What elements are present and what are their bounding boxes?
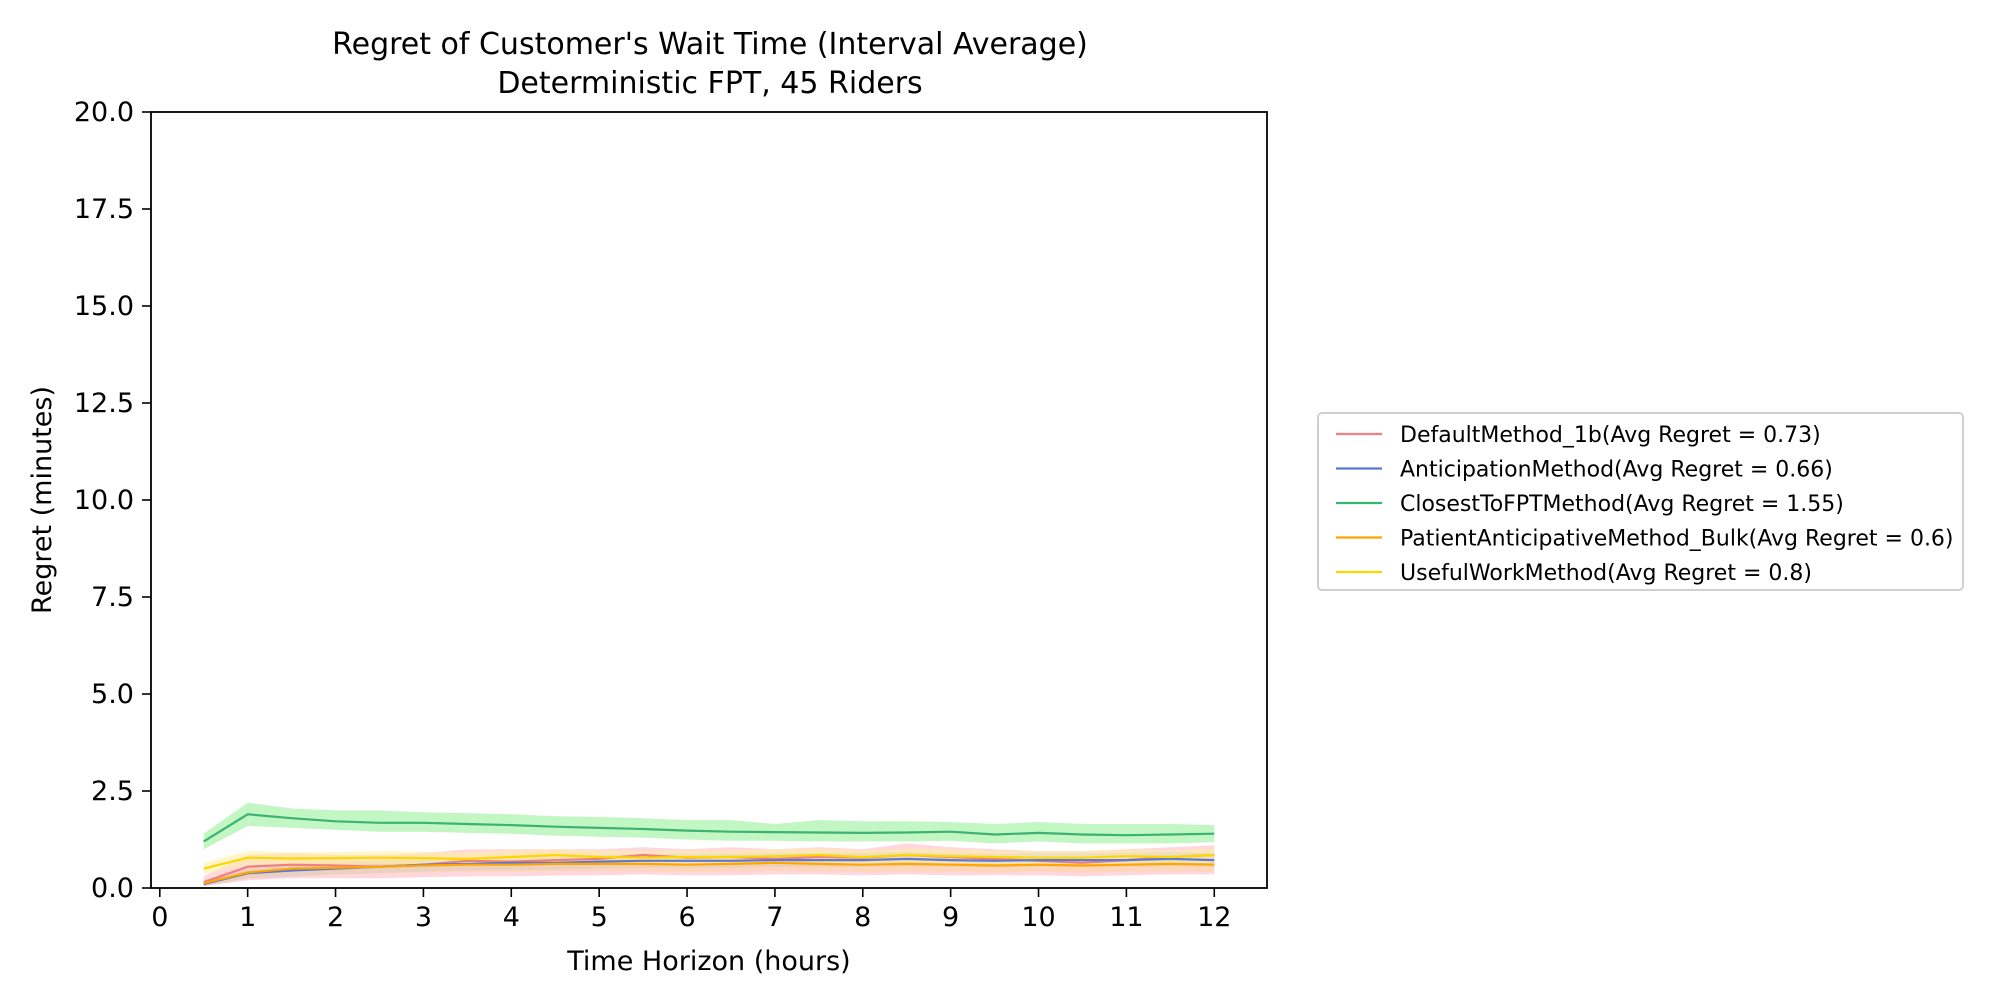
x-tick-label: 11 — [1109, 902, 1143, 933]
series-3-line — [203, 861, 1215, 885]
series-lines — [203, 813, 1215, 886]
x-tick-label: 5 — [591, 902, 608, 933]
x-tick-label: 6 — [678, 902, 695, 933]
legend-frame — [1317, 412, 1964, 591]
legend-label-2: ClosestToFPTMethod(Avg Regret = 1.55) — [1400, 492, 1844, 517]
y-tick-label: 12.5 — [74, 388, 134, 419]
y-tick-label: 0.0 — [91, 873, 134, 904]
series-2-line — [203, 813, 1215, 843]
x-tick-label: 8 — [854, 902, 871, 933]
y-axis-label: Regret (minutes) — [27, 386, 58, 614]
x-tick-label: 2 — [327, 902, 344, 933]
y-tick-label: 20.0 — [74, 97, 134, 128]
y-tick-label: 15.0 — [74, 291, 134, 322]
legend-label-4: UsefulWorkMethod(Avg Regret = 0.8) — [1400, 561, 1812, 586]
x-tick-label: 7 — [766, 902, 783, 933]
series-2-band — [203, 802, 1215, 850]
x-tick-label: 10 — [1021, 902, 1055, 933]
x-tick-label: 12 — [1197, 902, 1231, 933]
legend-label-1: AnticipationMethod(Avg Regret = 0.66) — [1400, 458, 1833, 483]
x-axis-label: Time Horizon (hours) — [566, 946, 850, 977]
y-tick-label: 2.5 — [91, 776, 134, 807]
y-axis: 0.0 2.5 5.0 7.5 10.0 12.5 15.0 17.5 20.0 — [74, 97, 151, 904]
x-axis: 0 1 2 3 4 5 6 7 8 9 10 11 12 — [151, 888, 1231, 933]
x-tick-label: 1 — [239, 902, 256, 933]
y-tick-label: 7.5 — [91, 582, 134, 613]
x-tick-label: 4 — [503, 902, 520, 933]
series-4-line — [203, 853, 1215, 870]
y-tick-label: 10.0 — [74, 485, 134, 516]
y-tick-label: 5.0 — [91, 679, 134, 710]
x-tick-label: 9 — [942, 902, 959, 933]
x-tick-label: 0 — [151, 902, 168, 933]
legend: DefaultMethod_1b(Avg Regret = 0.73) Antic… — [1317, 412, 1964, 591]
y-tick-label: 17.5 — [74, 194, 134, 225]
legend-label-3: PatientAnticipativeMethod_Bulk(Avg Regre… — [1400, 527, 1954, 552]
chart-subtitle: Deterministic FPT, 45 Riders — [497, 66, 922, 101]
x-tick-label: 3 — [415, 902, 432, 933]
chart-title: Regret of Customer's Wait Time (Interval… — [332, 27, 1088, 62]
legend-label-0: DefaultMethod_1b(Avg Regret = 0.73) — [1400, 423, 1821, 448]
